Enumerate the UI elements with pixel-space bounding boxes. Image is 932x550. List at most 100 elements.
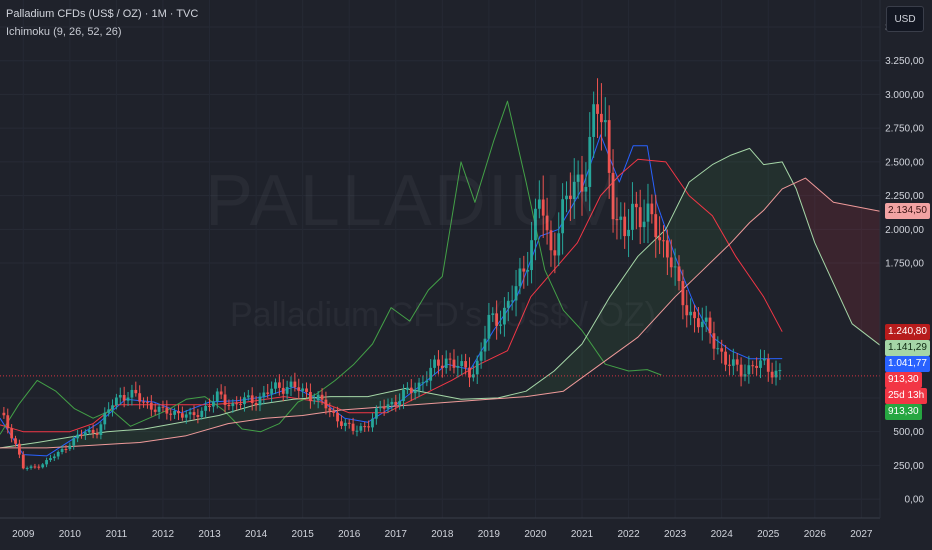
candle-body <box>479 351 483 361</box>
candle-body <box>305 388 308 392</box>
candle-body <box>495 313 499 326</box>
currency-button[interactable]: USD <box>886 6 924 32</box>
candle-body <box>165 407 169 414</box>
candle-body <box>363 426 367 428</box>
candle-body <box>755 365 759 368</box>
x-tick-label: 2020 <box>524 529 547 540</box>
x-tick-label: 2017 <box>385 529 408 540</box>
candle-body <box>627 229 630 237</box>
candle-body <box>565 195 568 200</box>
candle-body <box>654 214 658 238</box>
candle-body <box>421 382 425 384</box>
candle-body <box>689 311 693 316</box>
x-tick-label: 2015 <box>292 529 315 540</box>
candle-body <box>731 359 735 366</box>
candle-body <box>142 401 145 403</box>
price-tag: 913,30 <box>885 403 922 420</box>
candle-body <box>483 338 487 352</box>
candle-body <box>762 358 766 361</box>
candle-body <box>522 268 526 272</box>
candle-body <box>212 401 215 407</box>
candle-body <box>751 365 755 367</box>
candle-body <box>173 411 177 415</box>
candle-body <box>506 300 510 308</box>
candle-body <box>456 366 460 368</box>
candle-body <box>254 403 258 406</box>
price-tag: 1.141,29 <box>885 339 930 356</box>
candle-body <box>677 266 681 282</box>
cloud-bearish <box>793 178 880 346</box>
candle-body <box>382 406 386 409</box>
candle-body <box>499 324 502 326</box>
candle-body <box>592 104 596 137</box>
candle-body <box>277 382 281 388</box>
x-tick-label: 2026 <box>804 529 827 540</box>
candle-body <box>728 364 731 366</box>
candle-body <box>503 307 506 325</box>
candle-body <box>351 423 355 431</box>
candle-body <box>425 380 429 383</box>
symbol-title[interactable]: Palladium CFDs (US$ / OZ) · 1M · TVC <box>6 8 199 20</box>
candle-body <box>452 359 456 368</box>
candle-body <box>235 403 239 405</box>
candle-body <box>534 208 537 241</box>
candle-body <box>514 286 518 301</box>
candle-body <box>518 268 522 287</box>
candle-body <box>603 120 607 123</box>
candle-body <box>673 266 677 268</box>
x-tick-label: 2027 <box>850 529 873 540</box>
candle-body <box>258 396 262 406</box>
candle-body <box>409 387 413 394</box>
candle-body <box>33 466 37 468</box>
series-leading-span-b <box>0 177 881 449</box>
candle-body <box>541 199 545 216</box>
candle-body <box>662 240 665 242</box>
indicator-legend[interactable]: Ichimoku (9, 26, 52, 26) <box>6 26 122 38</box>
candle-body <box>607 120 611 173</box>
candle-body <box>437 359 440 366</box>
series-leading-span-a <box>0 147 881 449</box>
candle-body <box>720 348 724 352</box>
candle-body <box>297 387 301 391</box>
x-tick-label: 2012 <box>152 529 175 540</box>
candle-body <box>716 348 720 350</box>
candle-body <box>394 401 398 406</box>
x-tick-label: 2009 <box>12 529 35 540</box>
candle-body <box>417 382 421 391</box>
candle-body <box>274 382 277 389</box>
candle-body <box>468 367 471 378</box>
candle-body <box>600 113 603 123</box>
y-tick-label: 250,00 <box>893 461 924 472</box>
candle-body <box>638 207 642 228</box>
candle-body <box>658 237 662 241</box>
candle-body <box>433 359 436 368</box>
x-axis[interactable]: 2009 2010 2011 2012 2013 2014 2015 2016 2017 2018… <box>12 529 873 540</box>
candle-body <box>115 397 118 406</box>
candle-body <box>180 413 184 418</box>
candle-body <box>615 219 619 221</box>
candle-body <box>157 406 161 412</box>
candle-body <box>347 422 351 424</box>
candle-body <box>134 389 138 394</box>
candle-body <box>80 434 83 436</box>
candle-body <box>665 240 669 258</box>
candle-body <box>545 215 549 231</box>
candle-body <box>309 391 312 402</box>
candle-body <box>10 428 14 439</box>
candle-body <box>611 172 615 220</box>
candle-body <box>6 415 10 429</box>
candle-body <box>402 389 405 402</box>
x-tick-label: 2010 <box>59 529 82 540</box>
candle-body <box>700 321 704 328</box>
candle-body <box>584 186 588 192</box>
candle-body <box>759 360 762 368</box>
candle-body <box>572 181 576 200</box>
candle-body <box>596 104 599 114</box>
price-tag: 1.240,80 <box>885 323 930 340</box>
y-tick-label: 0,00 <box>905 495 925 506</box>
candle-body <box>250 395 254 404</box>
candle-body <box>301 388 305 391</box>
candle-body <box>196 415 200 417</box>
y-tick-label: 1.750,00 <box>885 259 924 270</box>
